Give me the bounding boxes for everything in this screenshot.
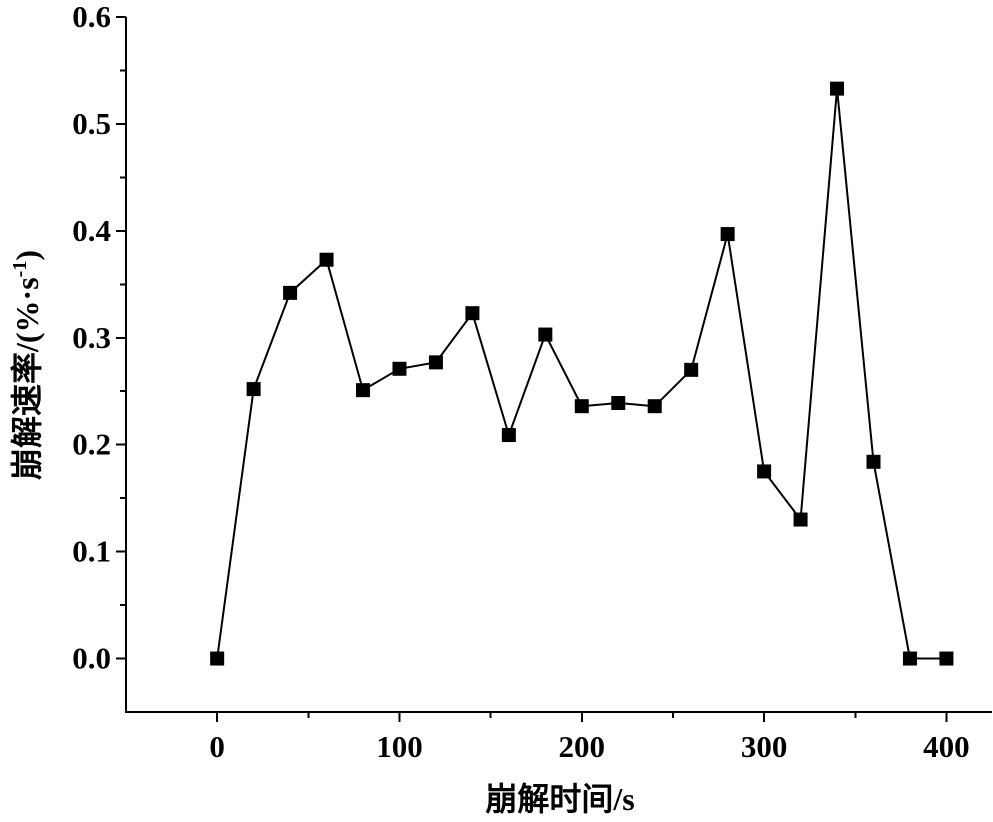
data-point-marker [720,227,735,242]
y-tick-label: 0.0 [72,641,111,676]
y-tick-label: 0.4 [72,213,111,248]
data-point-marker [611,395,626,410]
y-tick-label: 0.1 [72,534,111,569]
x-tick-label: 0 [209,729,225,764]
y-tick-label: 0.5 [72,106,111,141]
data-point-marker [319,252,334,267]
y-tick-label: 0.6 [72,0,111,34]
y-axis-label: 崩解速率/(%·s-1) [9,250,45,480]
y-tick-label: 0.2 [72,427,111,462]
data-point-marker [283,285,298,300]
y-axis-label-main: 崩解速率/(%·s [9,277,45,480]
data-point-marker [428,355,443,370]
data-point-marker [574,399,589,414]
data-point-marker [684,362,699,377]
x-tick-label: 300 [741,729,788,764]
series-line [216,88,947,660]
data-point-marker [939,651,954,666]
x-tick-label: 100 [376,729,423,764]
y-tick-label: 0.3 [72,320,111,355]
data-point-marker [538,327,553,342]
x-tick-label: 200 [559,729,606,764]
y-axis-label-close: ) [9,250,45,261]
axes [125,17,992,713]
data-point-marker [902,651,917,666]
data-point-marker [501,428,516,443]
data-point-marker [210,651,225,666]
x-axis-label: 崩解时间/s [485,781,634,817]
data-point-marker [246,382,261,397]
data-point-marker [830,81,845,96]
axis-ticks: 0 100 200 300 400 0.0 0.1 0.2 0.3 0.4 0.5 0.6 [72,0,969,764]
data-point-marker [647,399,662,414]
data-point-marker [392,361,407,376]
data-point-marker [757,464,772,479]
data-point-marker [866,454,881,469]
x-tick-label: 400 [923,729,970,764]
data-point-marker [793,512,808,527]
y-axis-label-superscript: -1 [9,261,31,278]
data-series [210,81,954,666]
data-point-marker [465,306,480,321]
data-point-marker [356,383,371,398]
